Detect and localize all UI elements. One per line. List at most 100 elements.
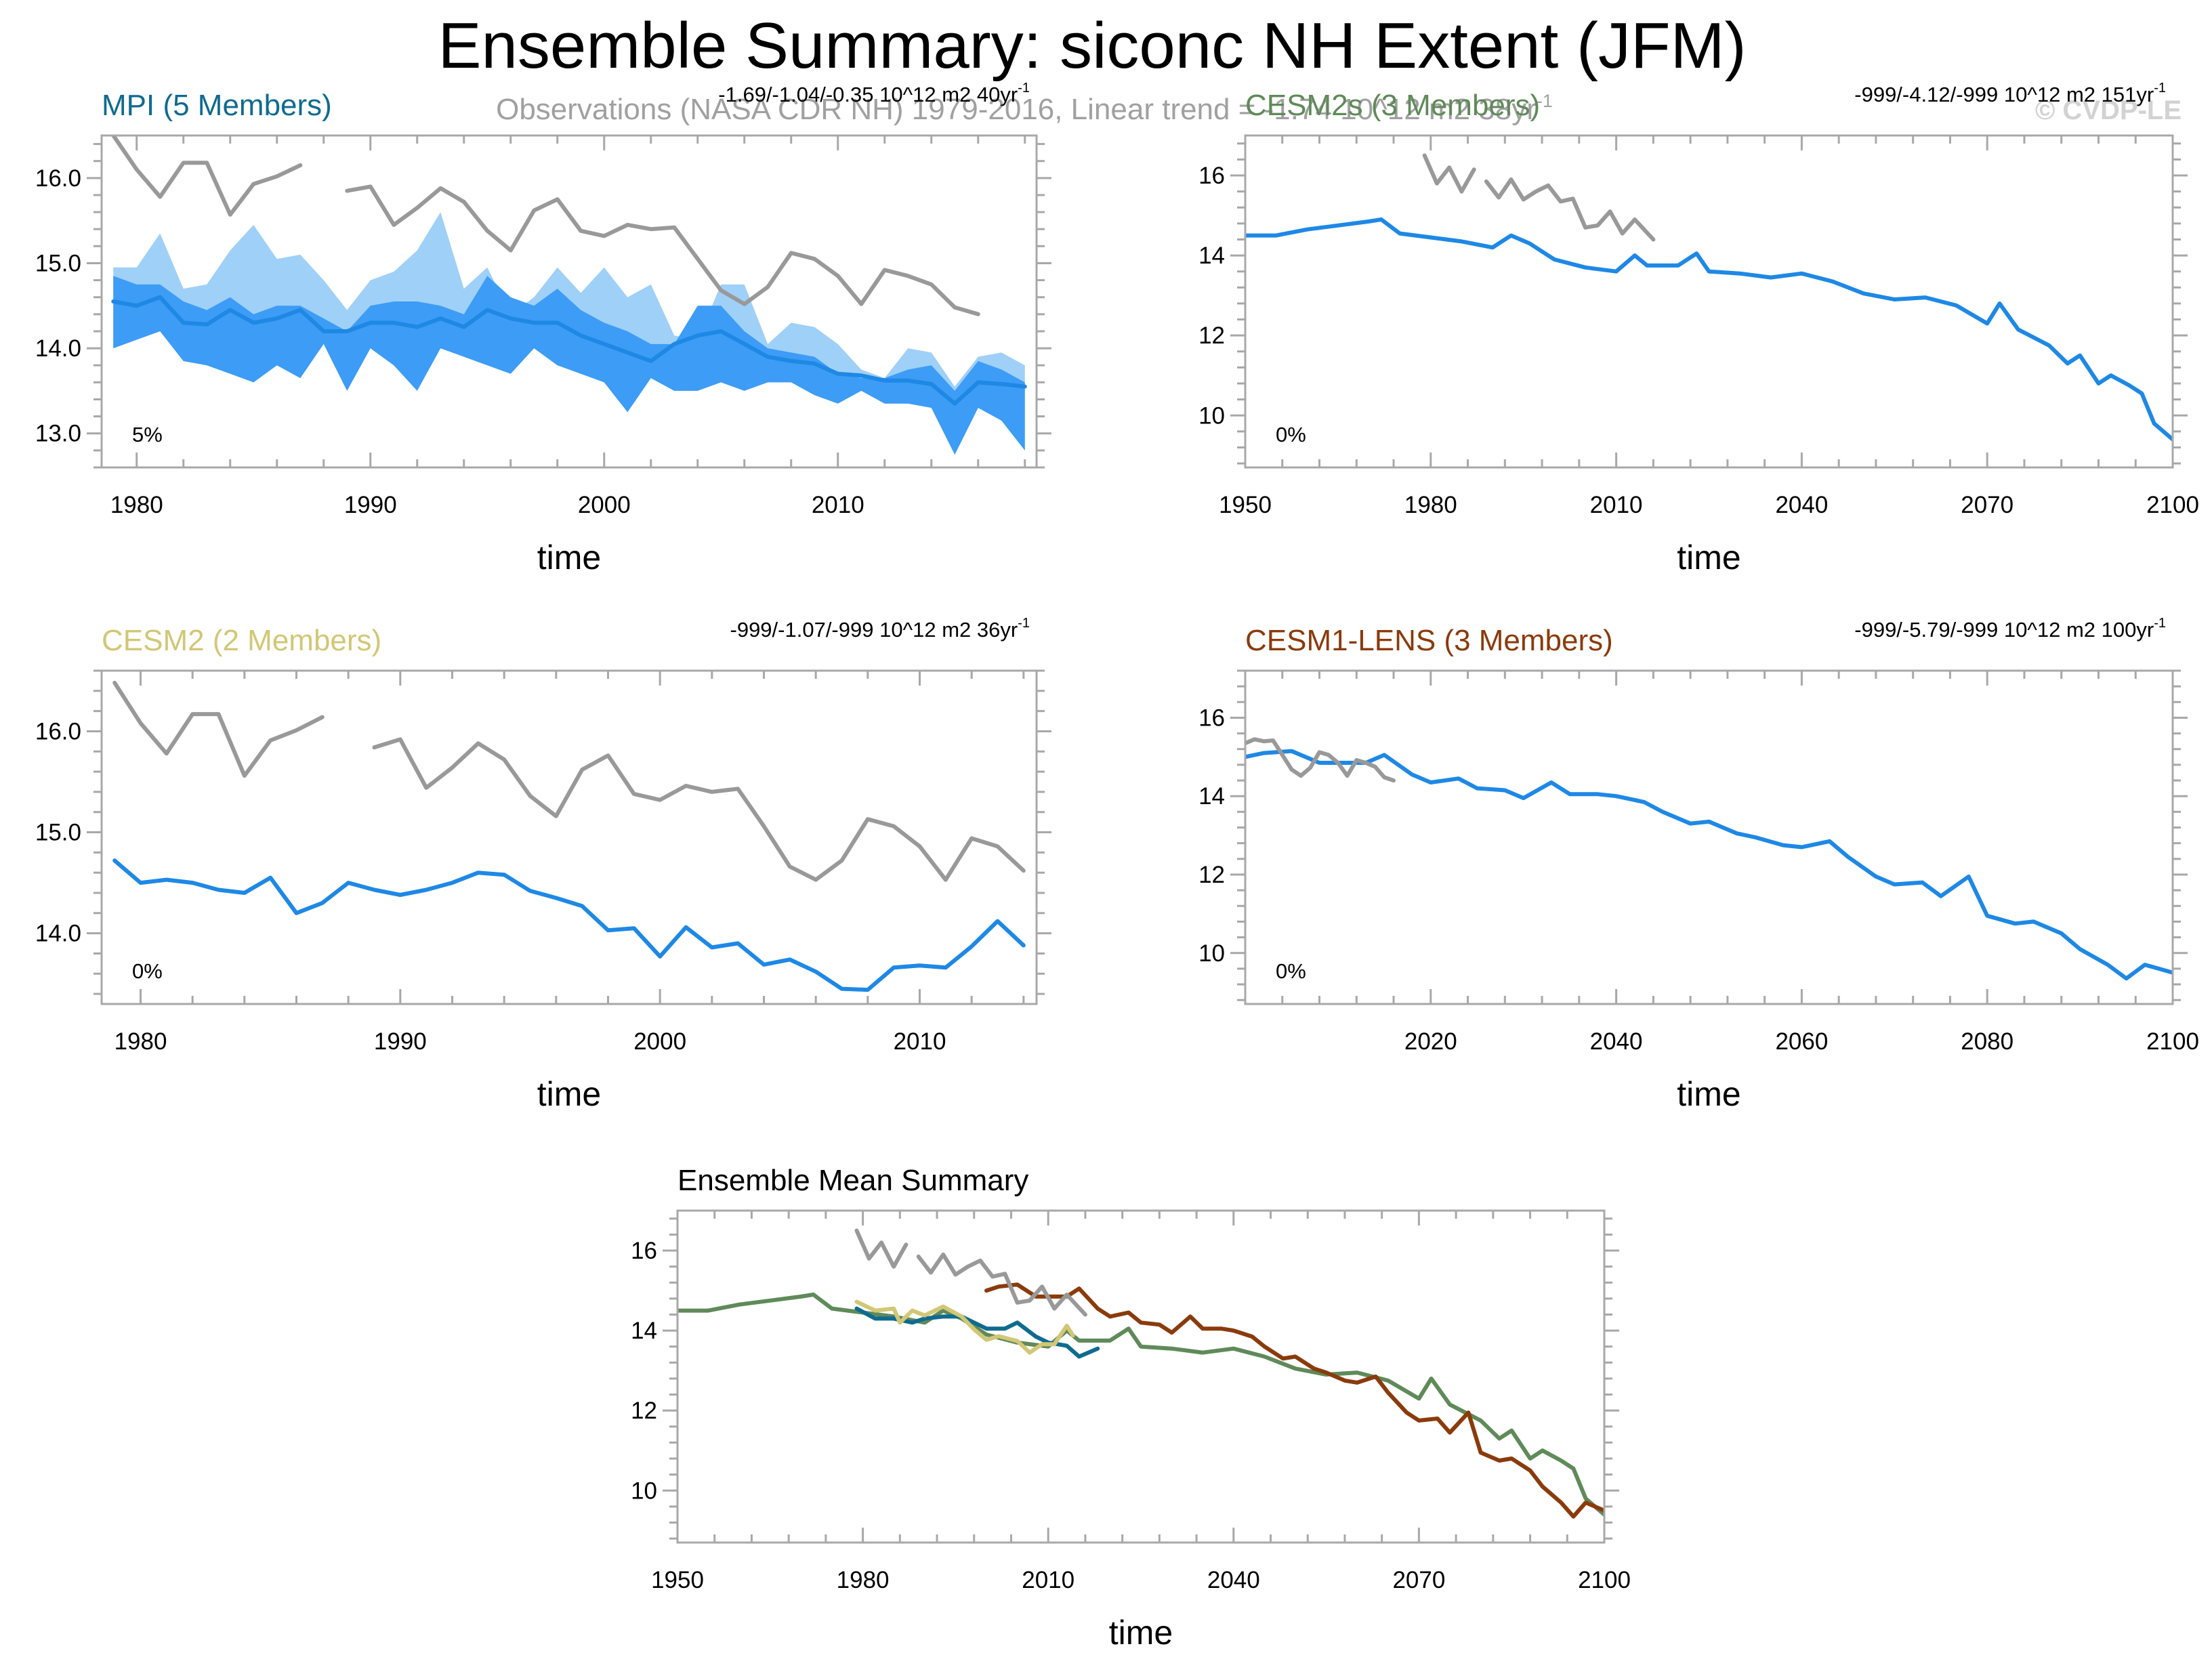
cvdp-watermark: © CVDP-LE: [2035, 96, 2182, 125]
panel-ensemble-mean: 1950 1980 2010 2040 2070 2100 10 12 14 16 time Ense…: [631, 1164, 1631, 1652]
x-tick-label: 2070: [1392, 1567, 1445, 1593]
x-axis-label: time: [537, 1075, 601, 1113]
trend-text: -999/-5.79/-999 10^12 m2 100yr: [1854, 618, 2154, 642]
y-tick-label: 10: [1198, 402, 1225, 429]
y-tick-label: 12: [1198, 322, 1225, 349]
plot-frame: [100, 669, 1038, 1005]
plot-area-cesm2s: [1245, 153, 2173, 442]
x-tick-label: 1990: [374, 1028, 427, 1055]
percent-label: 0%: [132, 959, 163, 983]
trend-label: -999/-1.07/-999 10^12 m2 36yr-1: [730, 616, 1030, 642]
x-tick-label: 2100: [1578, 1567, 1631, 1593]
x-tick-label: 2040: [1207, 1567, 1260, 1593]
series-line-observations: [1245, 737, 1396, 783]
panel-cesm2s: 1950 1980 2010 2040 2070 2100 10 12 14 16 time CESM…: [1198, 81, 2199, 577]
x-axis-label: time: [1677, 1075, 1740, 1113]
trend-label: -999/-5.79/-999 10^12 m2 100yr-1: [1854, 616, 2166, 642]
series-line-ensemble-mean: [1245, 749, 2173, 981]
x-tick-label: 1950: [651, 1567, 704, 1593]
trend-exponent: -1: [1018, 81, 1030, 96]
plot-area-cesm1-lens: [1245, 737, 2173, 981]
trend-exponent: -1: [2154, 616, 2166, 631]
y-tick-label: 16.0: [35, 718, 81, 745]
x-tick-label: 1980: [1404, 492, 1457, 518]
trend-label: -1.69/-1.04/-0.35 10^12 m2 40yr-1: [718, 81, 1030, 106]
y-tick-label: 14.0: [35, 335, 81, 362]
x-tick-label: 2020: [1404, 1028, 1457, 1055]
panel-cesm2: 1980 1990 2000 2010 14.0 15.0 16.0 time CESM2 (2…: [35, 616, 1051, 1113]
y-tick-label: 16: [1198, 705, 1225, 731]
y-tick-label: 15.0: [35, 250, 81, 276]
x-tick-label: 1980: [837, 1567, 890, 1593]
y-tick-label: 16: [1198, 163, 1225, 189]
x-tick-label: 1980: [110, 492, 163, 518]
plot-area-ensemble-mean: [677, 1228, 1604, 1519]
trend-text: -999/-1.07/-999 10^12 m2 36yr: [730, 618, 1018, 642]
series-line-ensemble-mean: [111, 295, 1027, 406]
panel-title: MPI (5 Members): [102, 89, 332, 122]
percent-label: 5%: [132, 423, 163, 446]
series-line-cesm2: [854, 1299, 1075, 1355]
x-tick-label: 2060: [1775, 1028, 1828, 1055]
series-line-cesm2s: [677, 1293, 1604, 1517]
series-line-observations: [111, 135, 303, 217]
x-tick-label: 2000: [633, 1028, 686, 1055]
y-tick-label: 10: [631, 1478, 657, 1504]
trend-exponent: -1: [2154, 81, 2166, 96]
y-tick-label: 13.0: [35, 421, 81, 447]
figure-title: Ensemble Summary: siconc NH Extent (JFM): [438, 9, 1746, 82]
series-line-cesm1-lens: [984, 1282, 1604, 1519]
x-tick-label: 2100: [2146, 1028, 2199, 1055]
trend-text: -999/-4.12/-999 10^12 m2 151yr: [1854, 83, 2154, 106]
series-line-ensemble-mean: [1245, 217, 2173, 442]
x-axis-label: time: [537, 539, 601, 577]
series-line-observations: [1422, 153, 1476, 194]
y-tick-label: 14.0: [35, 921, 81, 947]
y-tick-label: 14: [1198, 783, 1225, 810]
figure-subtitle: Observations (NASA CDR NH) 1979-2016, Li…: [496, 91, 1553, 126]
panel-title: CESM2s (3 Members): [1245, 89, 1540, 122]
subtitle-exponent: -1: [1537, 91, 1553, 111]
y-tick-label: 10: [1198, 940, 1225, 967]
x-tick-label: 2040: [1590, 1028, 1643, 1055]
ensemble-interquartile-band: [113, 276, 1025, 455]
y-tick-label: 12: [631, 1398, 657, 1424]
plot-frame: [100, 134, 1038, 469]
x-tick-label: 1980: [114, 1028, 167, 1055]
x-tick-label: 2010: [1022, 1567, 1074, 1593]
plot-frame: [1244, 134, 2174, 469]
y-tick-label: 15.0: [35, 820, 81, 846]
y-tick-label: 16.0: [35, 165, 81, 192]
panel-title: Ensemble Mean Summary: [677, 1164, 1028, 1197]
y-tick-label: 14: [1198, 243, 1225, 269]
series-line-observations: [916, 1252, 1087, 1317]
x-axis-label: time: [1677, 539, 1740, 577]
x-tick-label: 2010: [812, 492, 864, 518]
plot-frame: [1244, 669, 2174, 1005]
series-line-observations: [1484, 177, 1656, 242]
series-line-observations: [854, 1228, 909, 1269]
y-tick-label: 16: [631, 1238, 657, 1264]
trend-label: -999/-4.12/-999 10^12 m2 151yr-1: [1854, 81, 2166, 106]
x-axis-label: time: [1109, 1614, 1173, 1652]
panels-group: 1980 1990 2000 2010 13.0 14.0 15.0 16.0 time MPI …: [35, 81, 2199, 1652]
y-tick-label: 12: [1198, 862, 1225, 888]
series-line-observations: [345, 184, 980, 316]
x-tick-label: 1990: [344, 492, 397, 518]
x-tick-label: 2080: [1961, 1028, 2013, 1055]
panel-cesm1-lens: 2020 2040 2060 2080 2100 10 12 14 16 time CESM1-LE…: [1198, 616, 2199, 1113]
subtitle-text: Observations (NASA CDR NH) 1979-2016, Li…: [496, 93, 1537, 126]
series-line-observations: [372, 737, 1026, 882]
x-tick-label: 1950: [1219, 492, 1272, 518]
plot-frame: [676, 1209, 1606, 1544]
x-tick-label: 2070: [1961, 492, 2013, 518]
panel-title: CESM2 (2 Members): [102, 624, 381, 657]
x-tick-label: 2000: [578, 492, 631, 518]
y-tick-label: 14: [631, 1318, 657, 1344]
x-tick-label: 2010: [894, 1028, 946, 1055]
panel-mpi: 1980 1990 2000 2010 13.0 14.0 15.0 16.0 time MPI …: [35, 81, 1051, 577]
percent-label: 0%: [1276, 423, 1306, 446]
x-tick-label: 2040: [1775, 492, 1828, 518]
x-tick-label: 2010: [1590, 492, 1643, 518]
